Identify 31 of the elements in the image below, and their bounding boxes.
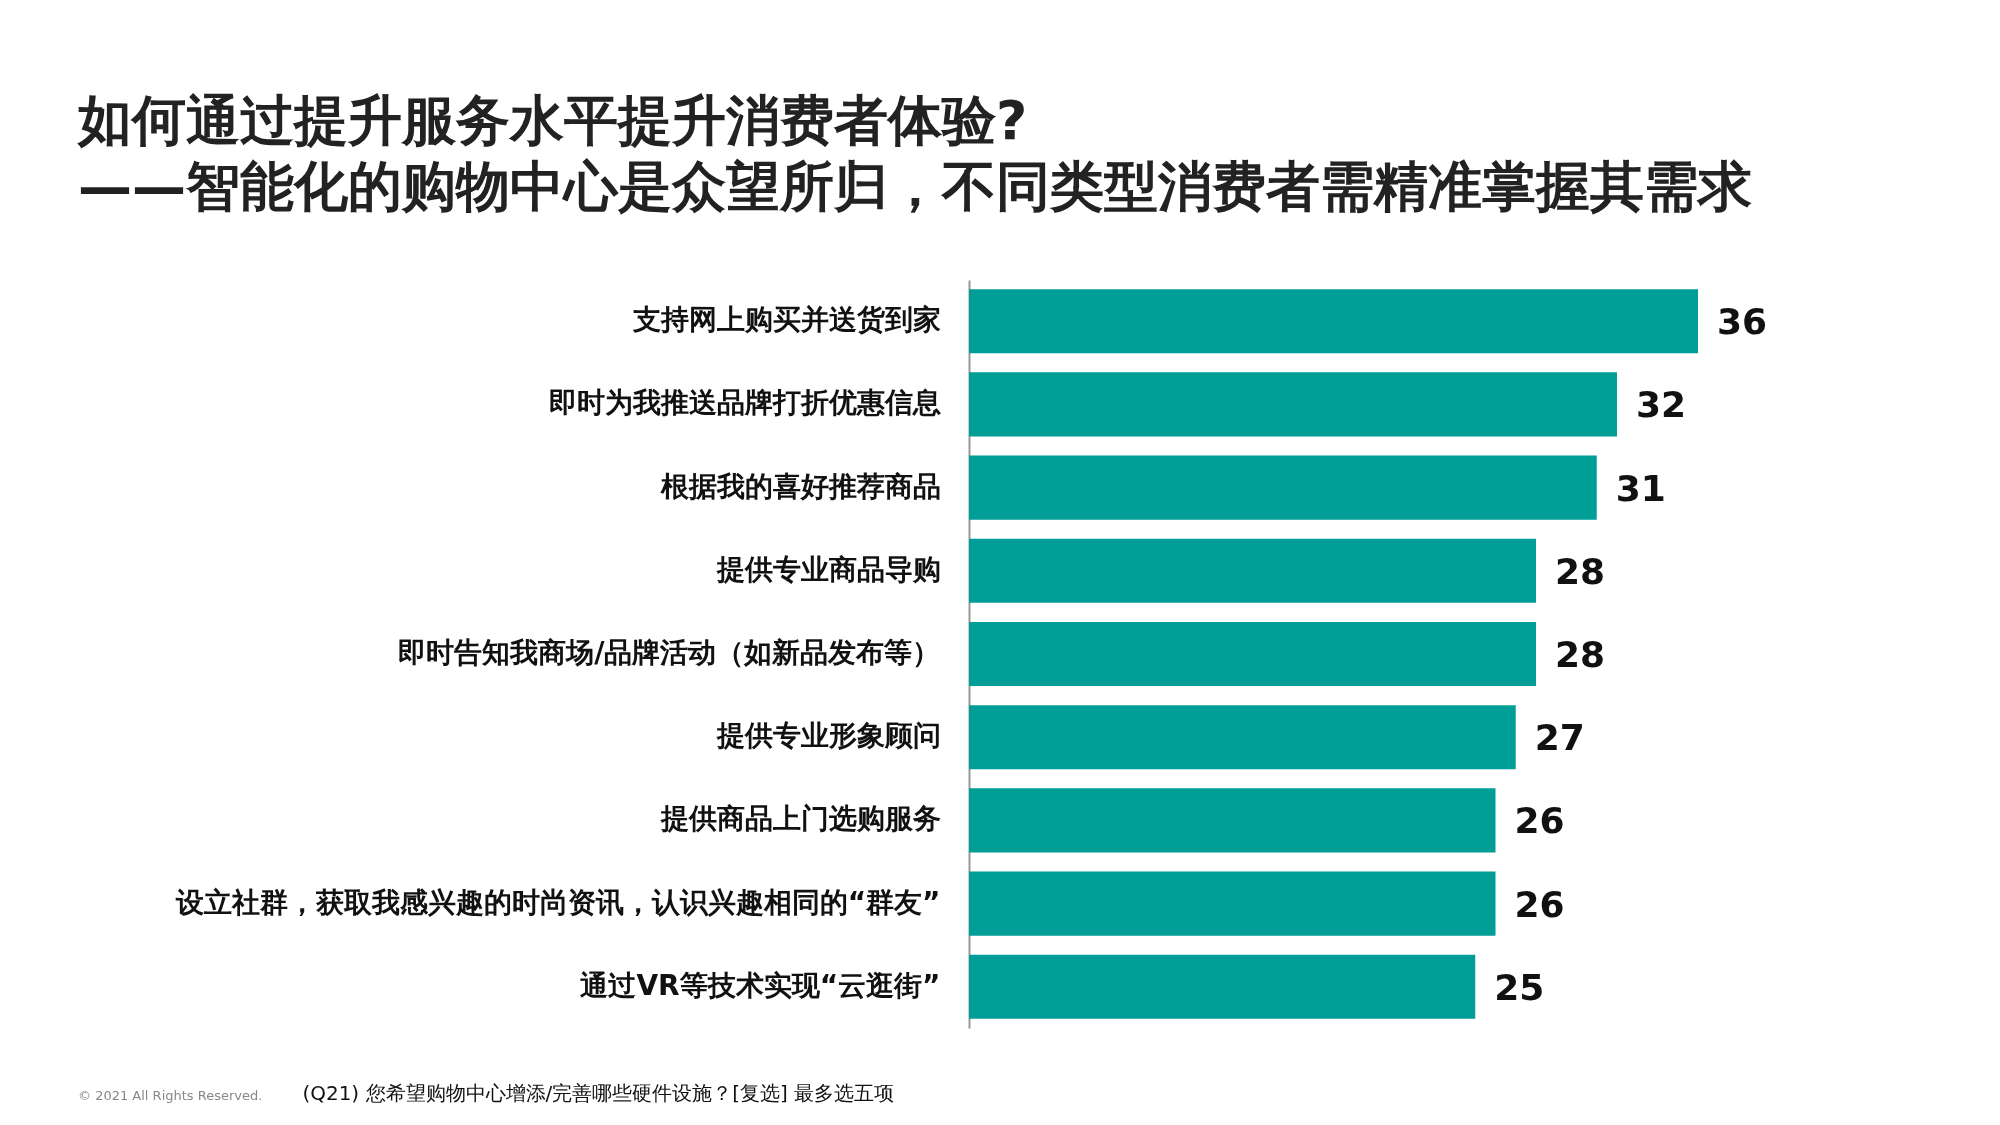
y-tick-label: 提供专业形象顾问 (715, 719, 941, 753)
y-tick-label: 即时为我推送品牌打折优惠信息 (548, 386, 941, 420)
data-label: 26 (1514, 883, 1565, 925)
y-tick-label: 提供商品上门选购服务 (659, 802, 941, 836)
bar (969, 538, 1536, 603)
y-tick-label: 提供专业商品导购 (715, 552, 941, 586)
bar (969, 372, 1617, 437)
data-label: 27 (1534, 717, 1585, 759)
chart-subtitle: ——智能化的购物中心是众望所归，不同类型消费者需精准掌握其需求 (78, 154, 1752, 220)
bar (969, 289, 1698, 354)
data-label: 28 (1555, 550, 1606, 592)
bar (969, 705, 1516, 770)
bar (969, 954, 1476, 1019)
y-tick-label: 即时告知我商场/品牌活动（如新品发布等） (398, 636, 941, 669)
chart-title: 如何通过提升服务水平提升消费者体验? (78, 88, 1029, 154)
data-label: 36 (1717, 301, 1768, 343)
data-label: 31 (1615, 467, 1666, 509)
bar (969, 788, 1496, 853)
data-label: 25 (1494, 966, 1545, 1008)
bar (969, 455, 1597, 520)
y-tick-label: 通过VR等技术实现“云逛街” (580, 968, 941, 1002)
bar (969, 621, 1536, 687)
data-label: 32 (1636, 384, 1687, 426)
data-label: 26 (1514, 800, 1565, 842)
y-tick-label: 设立社群，获取我感兴趣的时尚资讯，认识兴趣相同的“群友” (174, 885, 941, 919)
text: (Q21) 您希望购物中心增添/完善哪些硬件设施？[复选] 最多选五项 (302, 1080, 895, 1107)
text: © 2021 All Rights Reserved. (78, 1088, 263, 1103)
bar (969, 871, 1496, 936)
y-tick-label: 根据我的喜好推荐商品 (659, 469, 941, 503)
data-label: 28 (1555, 634, 1606, 675)
y-tick-label: 支持网上购买并送货到家 (631, 303, 941, 337)
